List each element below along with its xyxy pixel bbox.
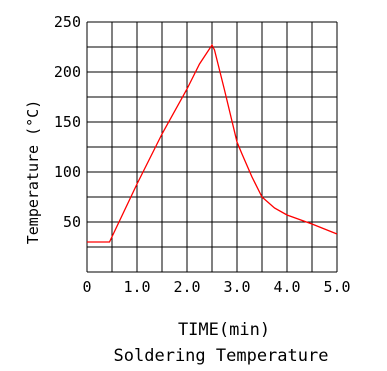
y-tick-label: 200 (54, 63, 81, 81)
y-tick-label: 250 (54, 13, 81, 31)
y-tick-labels: 50 100 150 200 250 (54, 13, 81, 231)
x-tick-labels: 0 1.0 2.0 3.0 4.0 5.0 (82, 278, 350, 296)
y-tick-label: 150 (54, 113, 81, 131)
chart-grid (86, 21, 338, 273)
x-tick-label: 1.0 (123, 278, 150, 296)
y-axis-label: Temperature (°C) (24, 100, 42, 245)
y-tick-label: 50 (63, 213, 81, 231)
chart-title: Soldering Temperature (114, 346, 329, 366)
x-tick-label: 5.0 (323, 278, 350, 296)
y-tick-label: 100 (54, 163, 81, 181)
x-tick-label: 4.0 (273, 278, 300, 296)
x-tick-label: 3.0 (223, 278, 250, 296)
x-tick-label: 0 (82, 278, 91, 296)
temperature-series-line (87, 43, 338, 243)
x-axis-label: TIME(min) (178, 320, 270, 340)
x-tick-label: 2.0 (173, 278, 200, 296)
